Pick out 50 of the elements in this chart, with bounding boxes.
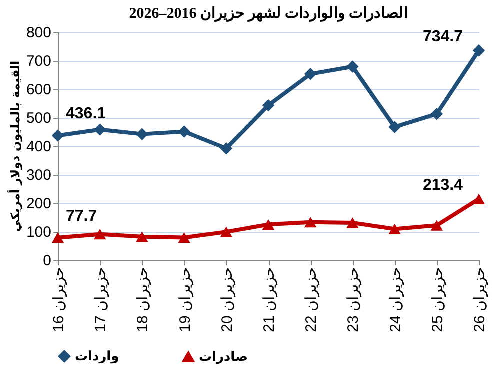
point xyxy=(136,232,148,242)
x-tick-label: حزيران 26 xyxy=(472,268,488,332)
point xyxy=(430,220,444,231)
y-tick-label: 200 xyxy=(26,196,52,212)
x-tick-label: حزيران 16 xyxy=(50,268,68,332)
legend-label: صادرات xyxy=(199,350,248,365)
point xyxy=(52,232,64,244)
point xyxy=(178,232,190,244)
y-tick-label: 800 xyxy=(26,24,52,42)
point xyxy=(346,60,359,73)
point xyxy=(346,218,359,228)
y-tick-label: 100 xyxy=(26,224,52,241)
x-tick-label: حزيران 17 xyxy=(92,268,110,332)
point xyxy=(262,99,275,112)
x-tick-label: حزيران 20 xyxy=(218,268,236,332)
y-tick-label: 400 xyxy=(26,138,52,156)
data-label: 436.1 xyxy=(66,106,106,123)
y-tick-label: 0 xyxy=(43,252,52,270)
point xyxy=(262,219,275,230)
data-label: 734.7 xyxy=(422,28,464,46)
point xyxy=(220,142,233,155)
x-tick-label: حزيران 18 xyxy=(134,268,152,332)
y-tick-label: 300 xyxy=(26,167,52,184)
x-tick-label: حزيران 23 xyxy=(345,268,362,332)
point xyxy=(52,130,64,142)
data-label: 77.7 xyxy=(66,208,98,225)
x-tick-label: حزيران 21 xyxy=(261,268,278,332)
x-tick-label: حزيران 24 xyxy=(387,268,404,332)
point xyxy=(472,194,486,204)
y-tick-label: 700 xyxy=(26,53,52,70)
point xyxy=(304,217,317,228)
point xyxy=(178,126,190,138)
point xyxy=(136,128,148,140)
point xyxy=(94,124,106,136)
chart-title: الصادرات والواردات لشهر حزيران 2016–2026 xyxy=(129,6,408,22)
point xyxy=(430,108,444,120)
point xyxy=(388,121,401,134)
point xyxy=(304,68,317,80)
point xyxy=(472,44,486,57)
y-axis-title: القيمة بالمليون دولار أمريكي xyxy=(7,60,22,232)
x-tick-label: حزيران 19 xyxy=(176,268,194,332)
data-label: 213.4 xyxy=(422,177,464,194)
point xyxy=(220,226,233,238)
point xyxy=(388,224,401,235)
x-tick-label: حزيران 22 xyxy=(303,268,320,332)
x-tick-label: حزيران 25 xyxy=(429,268,446,332)
y-tick-label: 500 xyxy=(26,110,52,127)
y-tick-label: 600 xyxy=(26,82,52,98)
point xyxy=(94,229,106,240)
legend-label: واردات xyxy=(75,350,120,365)
